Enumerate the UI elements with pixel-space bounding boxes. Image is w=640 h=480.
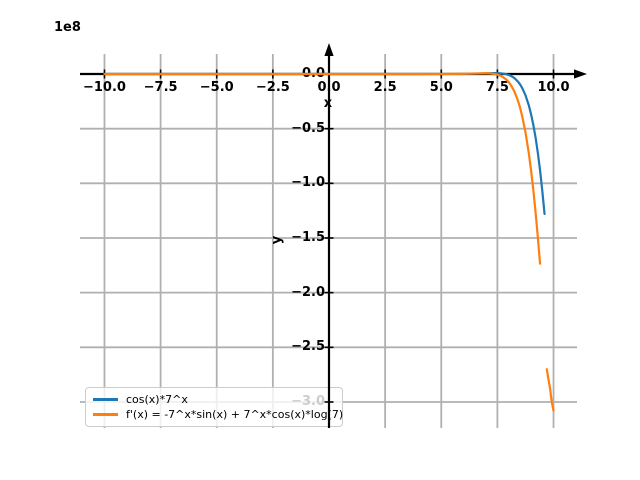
legend-item: f'(x) = -7^x*sin(x) + 7^x*cos(x)*log(7)	[93, 408, 343, 421]
legend-item: cos(x)*7^x	[93, 393, 335, 406]
x-tick-label: −7.5	[143, 80, 178, 95]
x-tick-label: 5.0	[429, 80, 453, 95]
x-tick-label: 2.5	[373, 80, 397, 95]
legend-line-swatch-orange-icon	[93, 413, 118, 416]
legend: cos(x)*7^x f'(x) = -7^x*sin(x) + 7^x*cos…	[85, 387, 343, 427]
x-tick-label: −5.0	[199, 80, 234, 95]
legend-label: f'(x) = -7^x*sin(x) + 7^x*cos(x)*log(7)	[126, 408, 344, 421]
y-tick-label: 0.0	[301, 66, 325, 81]
x-tick-label: 0.0	[317, 80, 341, 95]
legend-label: cos(x)*7^x	[126, 393, 188, 406]
x-tick-label: −2.5	[255, 80, 290, 95]
x-tick-label: −10.0	[82, 80, 126, 95]
y-tick-label: −2.5	[291, 339, 325, 355]
y-tick-label: −0.5	[291, 120, 325, 136]
y-tick-label: −1.0	[291, 175, 325, 191]
axis-offset-text: 1e8	[54, 20, 81, 35]
x-tick-label: 7.5	[485, 80, 509, 95]
y-axis-label: y	[269, 235, 285, 245]
x-axis-label: x	[323, 96, 333, 111]
y-tick-label: −2.0	[291, 284, 325, 300]
legend-line-swatch-blue-icon	[93, 398, 118, 401]
y-tick-label: −1.5	[291, 229, 325, 245]
x-tick-label: 10.0	[537, 80, 570, 95]
